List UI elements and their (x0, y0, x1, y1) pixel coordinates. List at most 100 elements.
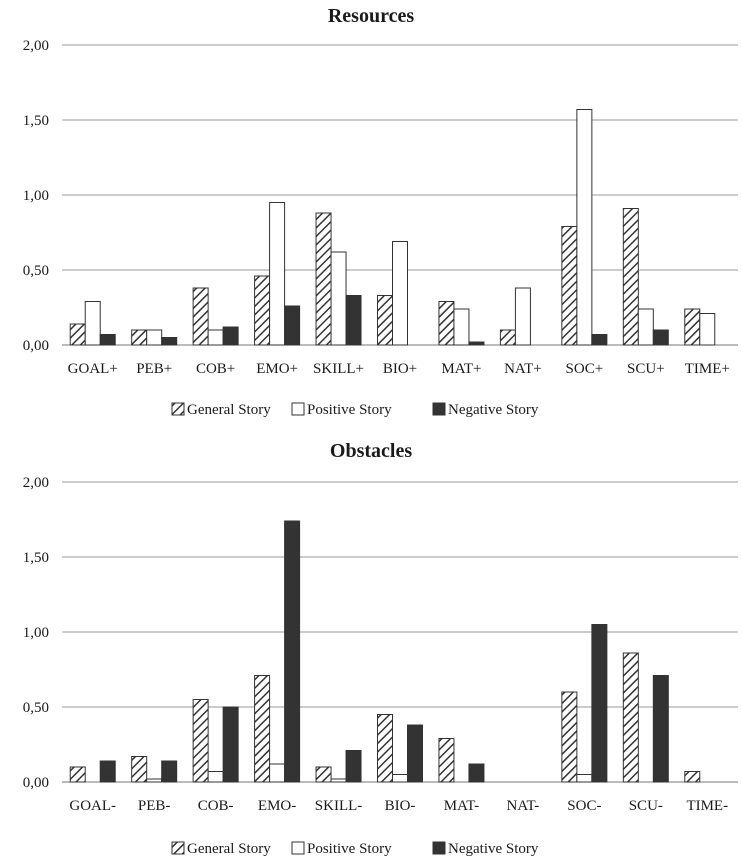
bar-hatched-SOC- (561, 691, 578, 783)
bar-dark-GOAL- (99, 760, 116, 783)
bar-white-COB- (207, 771, 224, 783)
bar-white-SKILL- (330, 778, 347, 783)
x-tick-label: MAT+ (441, 361, 481, 377)
bar-dark-GOAL+ (99, 334, 116, 346)
legend: General Story Positive Story Negative St… (171, 841, 539, 857)
bar-dark-EMO- (284, 520, 301, 783)
y-tick-label: 1,00 (23, 625, 49, 641)
x-tick-label: EMO+ (256, 361, 298, 377)
bar-white-EMO+ (269, 202, 286, 346)
x-tick-label: NAT+ (504, 361, 542, 377)
bar-hatched-SKILL+ (315, 212, 332, 346)
bar-hatched-SOC+ (561, 226, 578, 346)
bar-hatched-EMO- (254, 675, 271, 783)
bar-white-SKILL+ (330, 251, 347, 346)
bar-hatched-COB- (192, 699, 209, 783)
bar-dark-SCU- (652, 675, 669, 783)
bar-white-GOAL+ (84, 301, 101, 346)
y-tick-label: 1,50 (23, 113, 49, 129)
bar-hatched-BIO- (377, 714, 393, 783)
bar-white-SOC- (576, 774, 593, 783)
bar-dark-EMO+ (284, 305, 301, 346)
obstacles-chart: Obstacles 0,00 0,50 1,00 1,50 2,00 GOAL- PEB-… (23, 440, 738, 857)
x-tick-label: PEB+ (136, 361, 172, 377)
bar-hatched-SKILL- (315, 766, 332, 783)
y-tick-label: 0,00 (23, 775, 49, 791)
bar-hatched-COB+ (192, 287, 209, 346)
x-tick-label: TIME+ (685, 361, 730, 377)
chart-title: Obstacles (330, 440, 412, 462)
bar-white-NAT+ (514, 287, 531, 346)
x-tick-label: NAT- (507, 798, 540, 814)
bar-white-MAT+ (453, 308, 470, 346)
bar-dark-COB- (222, 706, 239, 783)
x-tick-label: SOC+ (566, 361, 604, 377)
y-tick-label: 0,50 (23, 263, 49, 279)
x-tick-label: MAT- (444, 798, 479, 814)
bar-white-PEB- (146, 778, 163, 783)
bar-dark-BIO- (407, 724, 423, 783)
x-tick-label: TIME- (686, 798, 728, 814)
legend-swatch-general (171, 841, 185, 855)
bar-hatched-BIO+ (377, 295, 393, 346)
x-tick-label: COB+ (196, 361, 235, 377)
legend-swatch-negative (432, 402, 446, 416)
legend-swatch-positive (291, 841, 305, 855)
legend-label-negative: Negative Story (448, 841, 539, 857)
bar-dark-SKILL+ (345, 295, 362, 346)
bar-dark-SOC- (591, 624, 608, 783)
y-tick-label: 0,00 (23, 338, 49, 354)
x-tick-label: SCU- (629, 798, 663, 814)
bar-dark-SKILL- (345, 750, 362, 783)
x-tick-label: EMO- (258, 798, 296, 814)
bar-hatched-NAT+ (499, 329, 516, 346)
bar-dark-SOC+ (591, 334, 608, 346)
bar-hatched-TIME+ (684, 308, 701, 346)
bar-white-SCU+ (637, 308, 654, 346)
chart-title: Resources (328, 5, 414, 27)
legend-swatch-general (171, 402, 185, 416)
x-tick-label: GOAL- (69, 798, 116, 814)
bar-hatched-EMO+ (254, 275, 271, 346)
bar-hatched-GOAL- (69, 766, 86, 783)
y-tick-label: 2,00 (23, 475, 49, 491)
bar-hatched-MAT- (438, 738, 455, 783)
bar-hatched-MAT+ (438, 301, 455, 346)
bar-white-BIO+ (392, 241, 408, 346)
y-tick-label: 1,00 (23, 188, 49, 204)
bar-dark-PEB+ (161, 337, 178, 346)
bar-hatched-PEB- (131, 756, 148, 783)
bar-dark-PEB- (161, 760, 178, 783)
x-tick-label: COB- (198, 798, 234, 814)
legend-swatch-positive (291, 402, 305, 416)
bar-dark-MAT+ (468, 341, 485, 346)
bar-dark-MAT- (468, 763, 485, 783)
x-tick-label: SKILL- (315, 798, 363, 814)
y-tick-label: 0,50 (23, 700, 49, 716)
bar-hatched-SCU+ (622, 208, 639, 346)
bar-white-EMO- (269, 763, 286, 783)
bar-hatched-PEB+ (131, 329, 148, 346)
bar-white-SOC+ (576, 109, 593, 346)
legend-label-negative: Negative Story (448, 402, 539, 418)
bar-hatched-GOAL+ (69, 323, 86, 346)
legend-swatch-negative (432, 841, 446, 855)
bar-hatched-SCU- (622, 652, 639, 783)
bar-dark-SCU+ (652, 329, 669, 346)
x-tick-label: SOC- (567, 798, 601, 814)
x-tick-label: GOAL+ (68, 361, 118, 377)
bar-hatched-TIME- (684, 771, 701, 783)
x-tick-label: PEB- (138, 798, 171, 814)
bar-dark-COB+ (222, 326, 239, 346)
legend-label-positive: Positive Story (307, 402, 392, 418)
y-tick-label: 2,00 (23, 38, 49, 54)
x-tick-label: BIO- (385, 798, 416, 814)
legend: General Story Positive Story Negative St… (171, 402, 539, 418)
bar-white-BIO- (392, 774, 408, 783)
legend-label-positive: Positive Story (307, 841, 392, 857)
x-tick-label: BIO+ (383, 361, 417, 377)
resources-chart: Resources 0,00 0,50 1,00 1,50 2,00 GOAL+ PEB+… (23, 5, 738, 418)
bar-white-PEB+ (146, 329, 163, 346)
